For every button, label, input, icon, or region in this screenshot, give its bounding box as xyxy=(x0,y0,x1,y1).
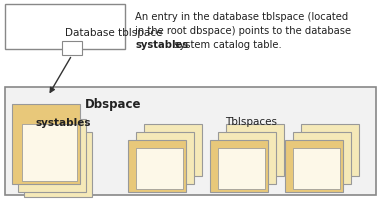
Text: in the root dbspace) points to the database: in the root dbspace) points to the datab… xyxy=(135,26,351,36)
Bar xyxy=(301,124,359,176)
Text: system catalog table.: system catalog table. xyxy=(171,40,282,50)
Bar xyxy=(293,148,340,189)
Bar xyxy=(285,140,343,192)
Bar xyxy=(218,132,276,184)
Bar xyxy=(62,42,82,56)
Text: An entry in the database tblspace (located: An entry in the database tblspace (locat… xyxy=(135,12,348,22)
Bar xyxy=(136,148,183,189)
Bar xyxy=(226,124,284,176)
Text: Database tblspace: Database tblspace xyxy=(65,28,162,38)
Bar xyxy=(144,124,202,176)
Text: Tblspaces: Tblspaces xyxy=(225,116,277,126)
Bar xyxy=(136,132,194,184)
Bar xyxy=(218,148,265,189)
Bar xyxy=(12,104,80,184)
Text: systables: systables xyxy=(35,117,91,127)
Text: systables: systables xyxy=(135,40,188,50)
Bar xyxy=(128,140,186,192)
Bar xyxy=(24,132,92,197)
Bar xyxy=(5,5,125,50)
Bar xyxy=(22,124,77,181)
Bar xyxy=(293,132,351,184)
Bar xyxy=(5,88,376,195)
Bar xyxy=(210,140,268,192)
Bar xyxy=(18,119,86,192)
Text: Dbspace: Dbspace xyxy=(85,98,141,110)
